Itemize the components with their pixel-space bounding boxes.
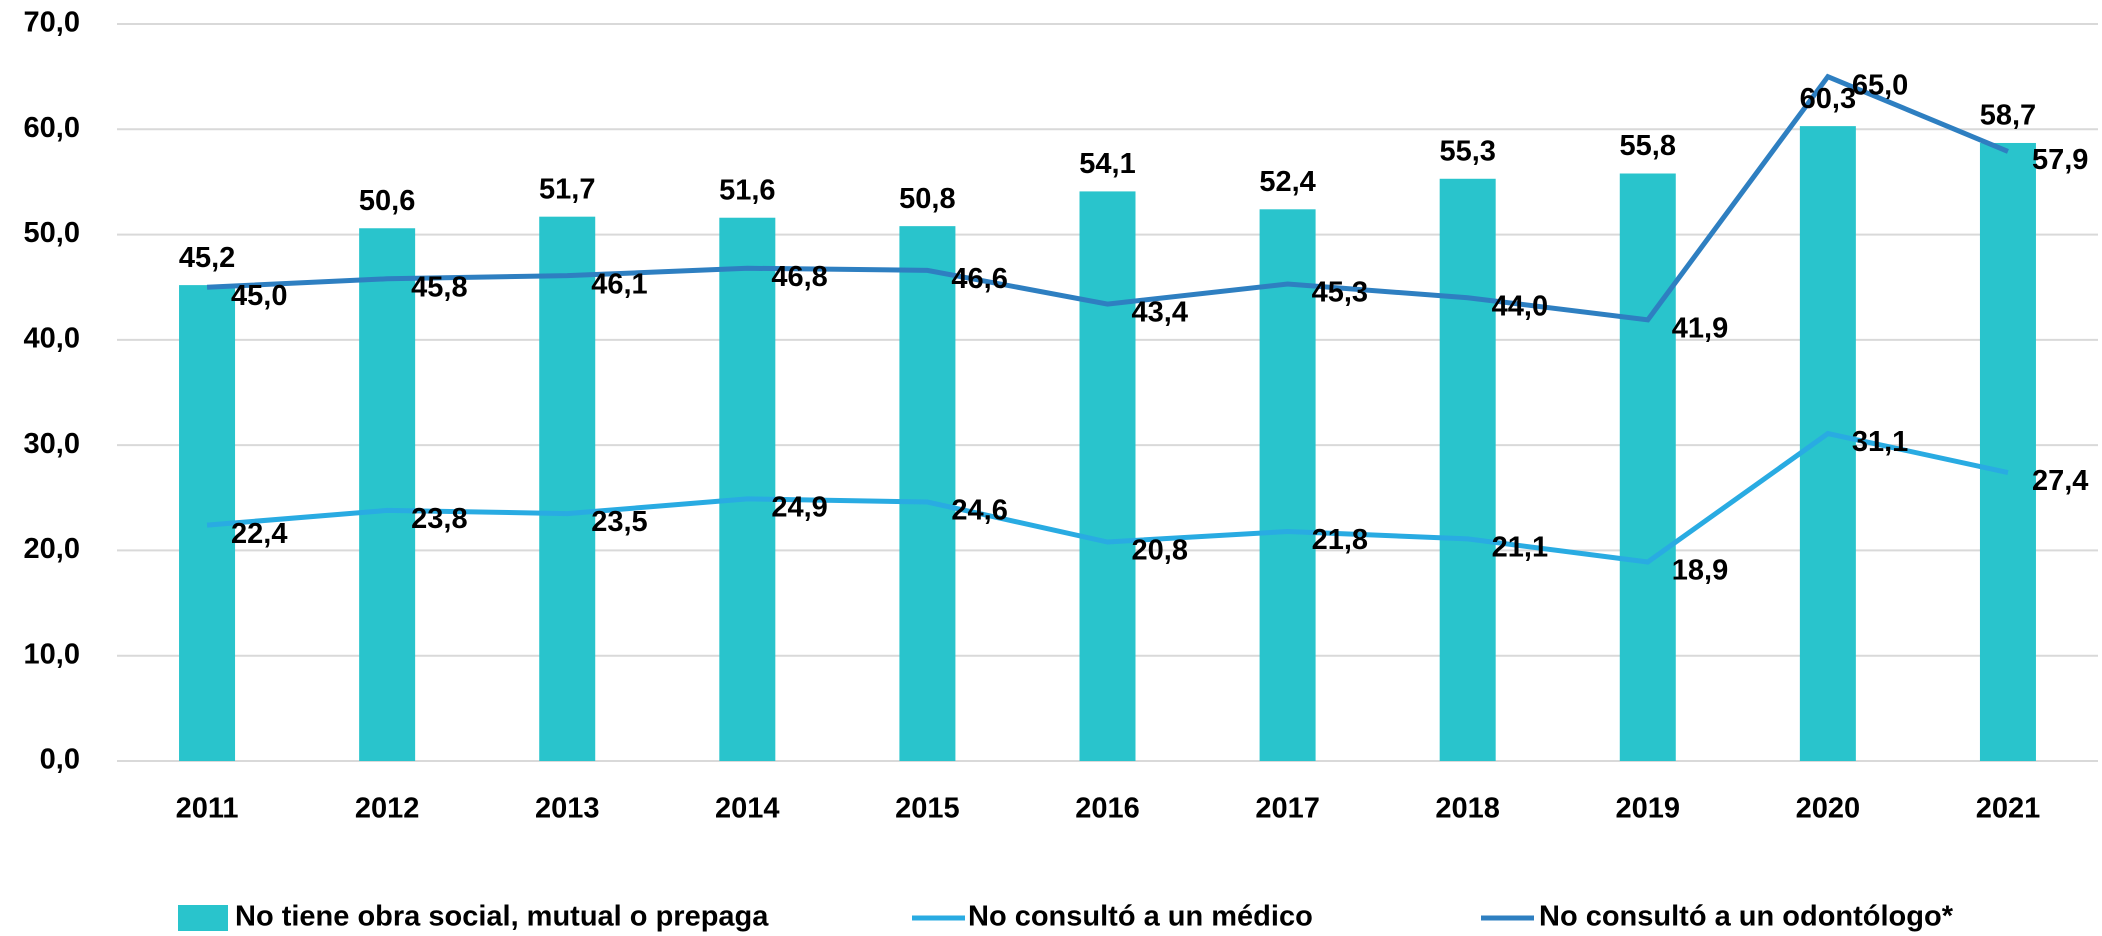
data-label: 21,8 xyxy=(1312,524,1368,556)
y-tick-label: 30,0 xyxy=(24,428,80,460)
bar xyxy=(1439,178,1496,761)
data-label: 50,6 xyxy=(359,185,415,217)
data-label: 51,7 xyxy=(539,173,595,205)
bar xyxy=(1259,209,1316,761)
line xyxy=(206,73,2009,323)
bar xyxy=(359,228,416,762)
data-label: 43,4 xyxy=(1132,297,1188,329)
legend-label: No tiene obra social, mutual o prepaga xyxy=(235,901,769,933)
line xyxy=(206,430,2009,565)
data-label: 41,9 xyxy=(1672,313,1728,345)
data-label: 55,3 xyxy=(1439,135,1495,167)
x-tick-label: 2014 xyxy=(715,793,780,825)
data-label: 45,8 xyxy=(411,271,467,303)
data-label: 45,3 xyxy=(1312,277,1368,309)
legend-label: No consultó a un odontólogo* xyxy=(1539,901,1954,933)
bar xyxy=(899,226,956,762)
data-label: 46,1 xyxy=(591,268,647,300)
y-tick-label: 20,0 xyxy=(24,533,80,565)
x-tick-label: 2011 xyxy=(176,793,239,825)
y-tick-label: 50,0 xyxy=(24,217,80,249)
x-tick-label: 2018 xyxy=(1435,793,1500,825)
data-label: 23,8 xyxy=(411,503,467,535)
data-label: 18,9 xyxy=(1672,555,1728,587)
x-tick-label: 2017 xyxy=(1255,793,1320,825)
data-label: 45,2 xyxy=(179,242,235,274)
data-label: 60,3 xyxy=(1800,83,1856,115)
bar xyxy=(1799,126,1856,762)
legend-swatch xyxy=(178,905,228,931)
bar xyxy=(719,217,776,761)
data-label: 23,5 xyxy=(591,506,647,538)
bar xyxy=(1979,142,2036,762)
x-tick-label: 2019 xyxy=(1616,793,1681,825)
data-label: 22,4 xyxy=(231,518,287,550)
data-label: 46,6 xyxy=(951,263,1007,295)
y-tick-label: 0,0 xyxy=(40,744,80,776)
x-tick-label: 2020 xyxy=(1796,793,1861,825)
data-label: 51,6 xyxy=(719,174,775,206)
data-label: 57,9 xyxy=(2032,144,2088,176)
data-label: 55,8 xyxy=(1620,130,1676,162)
x-tick-label: 2015 xyxy=(895,793,960,825)
data-label: 50,8 xyxy=(899,183,955,215)
data-label: 20,8 xyxy=(1132,535,1188,567)
data-label: 46,8 xyxy=(771,261,827,293)
x-tick-label: 2013 xyxy=(535,793,600,825)
x-tick-label: 2012 xyxy=(355,793,420,825)
bar xyxy=(539,216,596,761)
y-tick-label: 70,0 xyxy=(24,7,80,39)
data-label: 58,7 xyxy=(1980,100,2036,132)
legend-label: No consultó a un médico xyxy=(968,901,1313,933)
data-label: 27,4 xyxy=(2032,465,2088,497)
x-tick-label: 2016 xyxy=(1075,793,1140,825)
y-tick-label: 60,0 xyxy=(24,112,80,144)
data-label: 65,0 xyxy=(1852,69,1908,101)
data-label: 31,1 xyxy=(1852,426,1908,458)
bar xyxy=(1079,191,1136,761)
data-label: 24,6 xyxy=(951,495,1007,527)
bar xyxy=(1619,173,1676,761)
data-label: 45,0 xyxy=(231,280,287,312)
y-tick-label: 40,0 xyxy=(24,323,80,355)
x-tick-label: 2021 xyxy=(1976,793,2041,825)
data-label: 54,1 xyxy=(1079,148,1135,180)
y-tick-label: 10,0 xyxy=(24,638,80,670)
data-label: 44,0 xyxy=(1492,290,1548,322)
data-label: 21,1 xyxy=(1492,532,1548,564)
data-label: 52,4 xyxy=(1259,166,1315,198)
data-label: 24,9 xyxy=(771,491,827,523)
